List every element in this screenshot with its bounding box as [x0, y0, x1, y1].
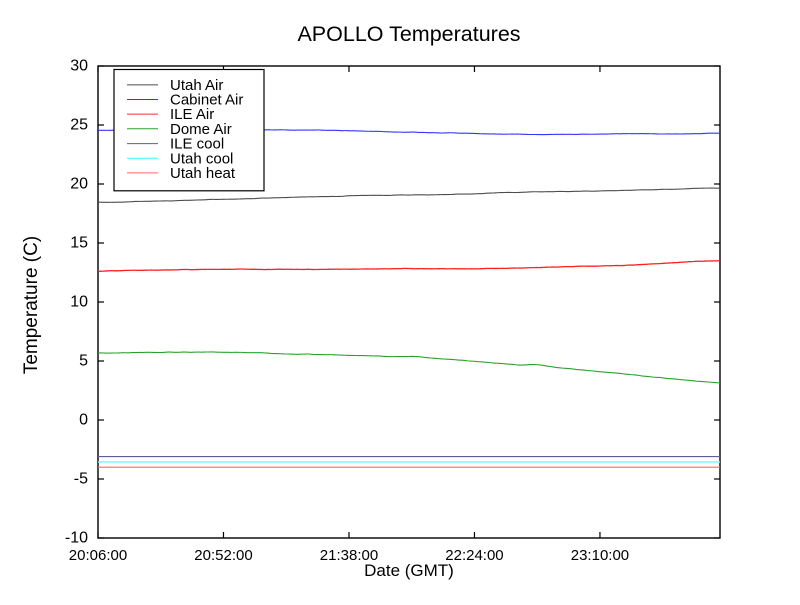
- svg-text:Temperature (C): Temperature (C): [21, 236, 42, 374]
- svg-text:5: 5: [79, 353, 88, 370]
- svg-text:-5: -5: [74, 471, 88, 488]
- svg-text:Utah heat: Utah heat: [170, 165, 236, 182]
- svg-text:Date (GMT): Date (GMT): [364, 561, 454, 580]
- svg-text:-10: -10: [65, 530, 88, 547]
- svg-text:25: 25: [70, 117, 88, 134]
- svg-text:20:06:00: 20:06:00: [69, 547, 127, 564]
- svg-text:15: 15: [70, 235, 88, 252]
- svg-text:22:24:00: 22:24:00: [445, 547, 503, 564]
- svg-text:23:10:00: 23:10:00: [571, 547, 629, 564]
- svg-text:20: 20: [70, 176, 88, 193]
- svg-text:APOLLO Temperatures: APOLLO Temperatures: [297, 22, 520, 46]
- svg-text:0: 0: [79, 412, 88, 429]
- svg-text:20:52:00: 20:52:00: [194, 547, 252, 564]
- svg-text:10: 10: [70, 294, 88, 311]
- svg-text:30: 30: [70, 58, 88, 75]
